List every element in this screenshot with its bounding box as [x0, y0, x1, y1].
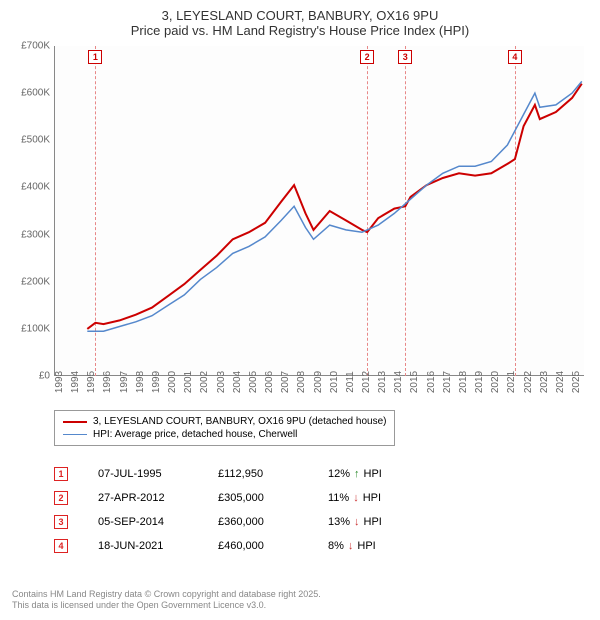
- sale-date: 07-JUL-1995: [98, 468, 188, 480]
- x-tick-label: 2025: [571, 371, 600, 393]
- sale-row: 4 18-JUN-2021 £460,000 8%↓HPI: [54, 534, 418, 558]
- chart-title-line2: Price paid vs. HM Land Registry's House …: [10, 23, 590, 38]
- sale-row: 2 27-APR-2012 £305,000 11%↓HPI: [54, 486, 418, 510]
- legend-swatch: [63, 434, 87, 436]
- sale-price: £305,000: [218, 492, 298, 504]
- plot-region: 1 2 3 4: [54, 46, 584, 376]
- sale-hpi-delta: 12%↑HPI: [328, 468, 418, 480]
- sales-table: 1 07-JUL-1995 £112,950 12%↑HPI 2 27-APR-2012 £…: [54, 462, 418, 558]
- footer-attribution: Contains HM Land Registry data © Crown c…: [12, 589, 321, 612]
- sale-date: 05-SEP-2014: [98, 516, 188, 528]
- sale-marker-box: 3: [398, 50, 412, 64]
- legend-label: HPI: Average price, detached house, Cher…: [93, 429, 297, 440]
- footer-line1: Contains HM Land Registry data © Crown c…: [12, 589, 321, 601]
- sale-hpi-delta: 8%↓HPI: [328, 540, 418, 552]
- y-tick-label: £700K: [10, 41, 50, 52]
- sale-number-box: 2: [54, 491, 68, 505]
- sale-price: £460,000: [218, 540, 298, 552]
- sale-price: £360,000: [218, 516, 298, 528]
- sale-price: £112,950: [218, 468, 298, 480]
- arrow-icon: ↓: [354, 516, 360, 528]
- sale-number-box: 3: [54, 515, 68, 529]
- footer-line2: This data is licensed under the Open Gov…: [12, 600, 321, 612]
- series-red: [87, 84, 582, 329]
- y-tick-label: £500K: [10, 135, 50, 146]
- legend-item: 3, LEYESLAND COURT, BANBURY, OX16 9PU (d…: [63, 415, 386, 428]
- y-tick-label: £200K: [10, 276, 50, 287]
- legend: 3, LEYESLAND COURT, BANBURY, OX16 9PU (d…: [54, 410, 395, 446]
- legend-item: HPI: Average price, detached house, Cher…: [63, 428, 386, 441]
- chart-lines: [55, 46, 585, 376]
- y-tick-label: £400K: [10, 182, 50, 193]
- sale-marker-box: 1: [88, 50, 102, 64]
- y-tick-label: £600K: [10, 88, 50, 99]
- sale-marker-box: 4: [508, 50, 522, 64]
- chart-title-line1: 3, LEYESLAND COURT, BANBURY, OX16 9PU: [10, 8, 590, 23]
- sale-row: 3 05-SEP-2014 £360,000 13%↓HPI: [54, 510, 418, 534]
- arrow-icon: ↓: [348, 540, 354, 552]
- legend-swatch: [63, 421, 87, 423]
- sale-row: 1 07-JUL-1995 £112,950 12%↑HPI: [54, 462, 418, 486]
- y-tick-label: £0: [10, 371, 50, 382]
- sale-date: 18-JUN-2021: [98, 540, 188, 552]
- sale-number-box: 4: [54, 539, 68, 553]
- sale-number-box: 1: [54, 467, 68, 481]
- sale-hpi-delta: 13%↓HPI: [328, 516, 418, 528]
- sale-date: 27-APR-2012: [98, 492, 188, 504]
- sale-marker-box: 2: [360, 50, 374, 64]
- series-blue: [87, 81, 582, 331]
- arrow-icon: ↓: [353, 492, 359, 504]
- y-tick-label: £300K: [10, 229, 50, 240]
- arrow-icon: ↑: [354, 468, 360, 480]
- y-tick-label: £100K: [10, 323, 50, 334]
- sale-hpi-delta: 11%↓HPI: [328, 492, 418, 504]
- chart-area: £0 £100K £200K £300K £400K £500K £600K £700K 1 2…: [10, 42, 590, 412]
- legend-label: 3, LEYESLAND COURT, BANBURY, OX16 9PU (d…: [93, 416, 386, 427]
